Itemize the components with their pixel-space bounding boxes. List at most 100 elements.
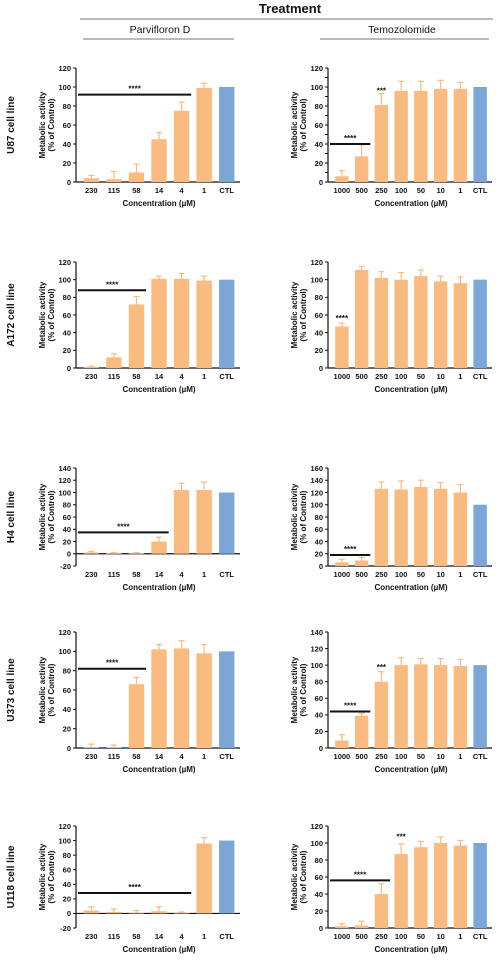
y-axis-label-line: (% of Control) [47,490,56,543]
x-tick-label: 14 [155,372,164,381]
x-tick-label: 100 [395,570,408,579]
y-axis-label: Metabolic activity(% of Control) [290,656,308,723]
x-tick-label: 1000 [334,932,351,941]
y-axis-label: Metabolic activity(% of Control) [38,483,56,550]
y-tick-label: 0 [319,562,323,571]
y-tick-label: 100 [310,501,323,510]
chart-panel-2: 0 20 40 60 80 100 120 Metabolic activity(% of C… [6,258,240,394]
significance-label: *** [396,833,406,842]
bar-58 [128,553,145,554]
x-tick-label: CTL [219,932,234,941]
y-tick-label: 60 [63,311,71,320]
significance-label: **** [344,545,357,554]
x-tick-label: 4 [179,932,184,941]
bar-50 [414,276,428,368]
x-tick-label: 500 [355,752,368,761]
bar-10 [433,488,448,566]
bar-58 [128,912,145,914]
x-tick-label: 115 [108,932,120,941]
x-tick-label: 230 [85,752,98,761]
y-tick-label: 0 [67,909,71,918]
significance-label: **** [128,883,141,892]
bar-115 [106,911,122,914]
x-axis-label: Concentration (µM) [374,385,447,394]
y-tick-label: 20 [315,727,323,736]
y-tick-label: 100 [58,836,71,845]
y-tick-label: 60 [315,525,323,534]
x-tick-label: 58 [132,186,140,195]
y-tick-label: 140 [58,464,71,473]
y-tick-label: 60 [63,866,71,875]
y-axis-label-line: (% of Control) [299,98,308,151]
y-tick-label: -20 [60,562,71,571]
bar-100 [394,279,408,368]
x-tick-label: 10 [436,186,444,195]
y-axis-label-line: Metabolic activity [38,483,47,550]
bar-1 [453,88,468,182]
bar-1 [453,845,468,928]
bar-1000 [335,740,349,748]
x-tick-label: 250 [375,932,388,941]
bar-14 [151,649,167,748]
y-tick-label: 40 [63,525,71,534]
x-axis-label: Concentration (µM) [374,945,447,954]
x-tick-label: 500 [355,570,368,579]
significance-label: **** [354,870,367,879]
x-tick-label: 100 [395,932,408,941]
bar-1000 [335,562,349,566]
bar-230 [83,910,99,914]
x-tick-label: 10 [436,570,444,579]
bar-230 [83,747,99,748]
y-tick-label: 60 [63,513,71,522]
y-tick-label: 80 [315,513,323,522]
x-tick-label: 1000 [334,570,351,579]
y-tick-label: 0 [319,364,323,373]
y-tick-label: 40 [63,140,71,149]
bar-250 [374,105,389,182]
bar-CTL [473,87,487,182]
y-tick-label: 40 [315,890,323,899]
x-tick-label: 14 [155,932,164,941]
y-tick-label: 120 [58,258,71,267]
bar-1 [196,843,212,914]
x-tick-label: 4 [179,570,184,579]
x-tick-label: 115 [108,752,120,761]
y-axis-label: Metabolic activity(% of Control) [290,281,308,348]
significance-label: **** [106,280,119,289]
column-title-parvifloron-d: Parvifloron D [130,24,191,36]
chart-panel-6: 0 20 40 60 80 100 120 Metabolic activity(% of C… [6,628,240,774]
y-axis-label-line: Metabolic activity [290,656,299,723]
y-axis-label: Metabolic activity(% of Control) [38,843,56,910]
bar-1000 [335,326,349,368]
y-tick-label: 80 [315,856,323,865]
bar-58 [128,684,145,748]
chart-panel-9: 0 20 40 60 80 100 120 Metabolic activity(% of C… [290,822,492,954]
bar-230 [83,367,99,368]
chart-panel-0: 0 20 40 60 80 100 120 Metabolic activity(% of C… [6,64,240,208]
y-tick-label: 20 [315,159,323,168]
y-tick-label: 100 [58,275,71,284]
bar-14 [151,911,167,914]
x-axis-label: Concentration (µM) [122,199,195,208]
y-axis-label-line: (% of Control) [47,288,56,341]
bar-CTL [473,504,487,566]
x-tick-label: 1000 [334,186,351,195]
x-tick-label: 230 [85,570,98,579]
y-tick-label: 40 [63,880,71,889]
bar-CTL [473,665,487,748]
cell-line-label: A172 cell line [6,283,17,347]
y-tick-label: 40 [63,328,71,337]
cell-line-label: U87 cell line [6,96,17,154]
y-tick-label: 120 [310,258,323,267]
bar-10 [433,665,448,748]
y-tick-label: 100 [58,647,71,656]
y-tick-label: 0 [319,178,323,187]
y-tick-label: 60 [63,686,71,695]
y-axis-label-line: (% of Control) [299,850,308,903]
x-tick-label: 50 [417,752,425,761]
bar-500 [354,925,369,928]
x-tick-label: 1 [458,186,462,195]
treatment-title: Treatment [259,1,322,16]
x-tick-label: 14 [155,752,164,761]
x-tick-label: 58 [132,372,140,381]
